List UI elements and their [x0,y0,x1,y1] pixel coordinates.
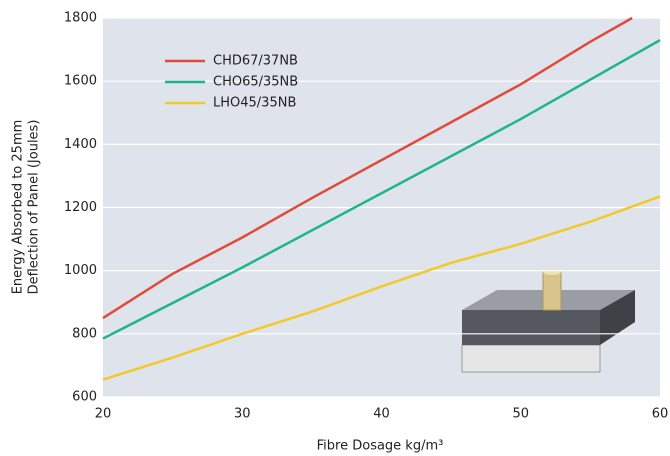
y-axis-label: Energy Absorbed to 25mm [11,120,26,295]
y-tick-label: 600 [72,390,97,405]
legend-label: LHO45/35NB [213,96,296,111]
y-axis-label: Deflection of Panel (Joules) [27,120,42,295]
y-tick-label: 1800 [64,11,97,26]
x-tick-label: 40 [373,407,390,422]
y-tick-label: 800 [72,326,97,341]
y-tick-label: 1200 [64,200,97,215]
x-tick-label: 30 [234,407,251,422]
y-tick-label: 1600 [64,74,97,89]
x-tick-label: 60 [652,407,669,422]
x-tick-label: 20 [95,407,112,422]
y-tick-label: 1000 [64,263,97,278]
x-axis-label: Fibre Dosage kg/m³ [317,439,444,454]
y-tick-label: 1400 [64,137,97,152]
legend-label: CHD67/37NB [213,54,298,69]
x-tick-label: 50 [512,407,529,422]
chart: Fibre Dosage kg/m³ Energy Absorbed to 25… [0,0,670,456]
legend-label: CHO65/35NB [213,75,298,90]
